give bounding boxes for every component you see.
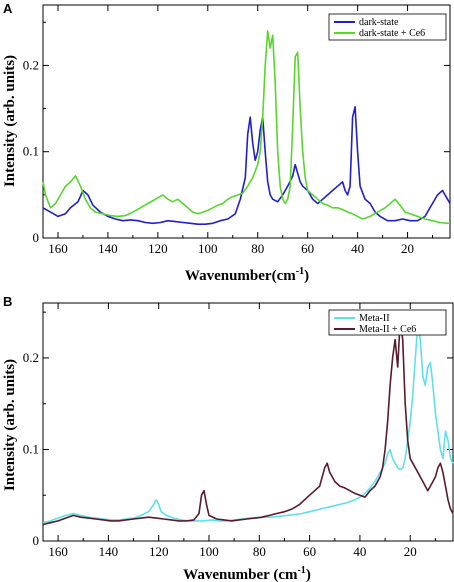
panel-a-legend: dark-state dark-state + Ce6 <box>328 13 447 41</box>
panel-a-x-tick-label: 140 <box>98 241 118 256</box>
panel-a-legend-box <box>328 13 447 41</box>
panel-a-lines <box>42 30 451 225</box>
panel-a-x-tick-label: 160 <box>48 241 68 256</box>
panel-a-x-tick-label: 120 <box>148 241 168 256</box>
panel-a-x-axis-label: Wavenumber(cm-1) <box>185 266 309 284</box>
panel-b-ticks: 160 140 120 100 80 60 40 20 0 0.1 0.2 <box>23 303 453 559</box>
panel-b-x-axis-label: Wavenumber (cm-1) <box>183 565 311 582</box>
panel-b-plot-frame <box>42 302 454 542</box>
panel-a-x-tick-label: 20 <box>401 241 414 256</box>
panel-b-lines <box>42 319 454 526</box>
panel-b-x-tick-label: 160 <box>48 544 68 559</box>
panel-b-legend-box <box>328 309 447 336</box>
panel-a: A 160 140 120 100 80 60 40 20 0 0.1 0.2 dark-state… <box>2 1 451 284</box>
panel-b-x-tick-label: 120 <box>149 544 169 559</box>
panel-b-x-tick-label: 20 <box>404 544 417 559</box>
panel-b: B 160 140 120 100 80 60 40 20 0 0.1 0.2 Meta-II Me… <box>2 294 454 582</box>
panel-a-x-tick-label: 40 <box>351 241 364 256</box>
panel-a-plot-frame <box>42 4 451 239</box>
panel-a-label: A <box>3 1 13 16</box>
panel-a-y-tick-label: 0.1 <box>23 144 39 159</box>
panel-a-x-tick-label: 80 <box>251 241 264 256</box>
panel-b-legend-label-meta-ii: Meta-II <box>359 313 390 324</box>
panel-b-x-tick-label: 80 <box>253 544 266 559</box>
panel-b-y-axis-label: Intensity (arb. units) <box>2 359 18 491</box>
panel-a-y-tick-label: 0.2 <box>23 57 39 72</box>
panel-b-x-tick-label: 140 <box>99 544 119 559</box>
panel-b-series-line-meta-ii-ce6 <box>42 319 454 526</box>
panel-b-x-tick-label: 100 <box>199 544 219 559</box>
panel-b-y-tick-label: 0.1 <box>23 441 39 456</box>
panel-a-legend-label-dark-state: dark-state <box>359 17 399 28</box>
panel-a-x-tick-label: 60 <box>301 241 314 256</box>
panel-a-x-tick-label: 100 <box>198 241 218 256</box>
panel-a-y-axis-label: Intensity (arb. units) <box>2 55 18 187</box>
panel-a-ticks: 160 140 120 100 80 60 40 20 0 0.1 0.2 <box>23 5 450 256</box>
panel-b-legend-label-meta-ii-ce6: Meta-II + Ce6 <box>359 324 416 335</box>
panel-a-series-line-dark-state-ce6 <box>42 30 450 225</box>
panel-b-legend: Meta-II Meta-II + Ce6 <box>328 309 447 336</box>
panel-b-x-tick-label: 40 <box>353 544 366 559</box>
panel-a-legend-label-dark-state-ce6: dark-state + Ce6 <box>359 28 425 39</box>
panel-a-series-line-dark-state <box>42 106 451 225</box>
panel-b-y-tick-label: 0.2 <box>23 350 39 365</box>
panel-b-y-tick-label: 0 <box>33 533 40 548</box>
panel-b-series-line-meta-ii <box>42 325 454 524</box>
panel-a-y-tick-label: 0 <box>33 230 40 245</box>
panel-b-label: B <box>3 294 12 309</box>
panel-b-x-tick-label: 60 <box>303 544 316 559</box>
